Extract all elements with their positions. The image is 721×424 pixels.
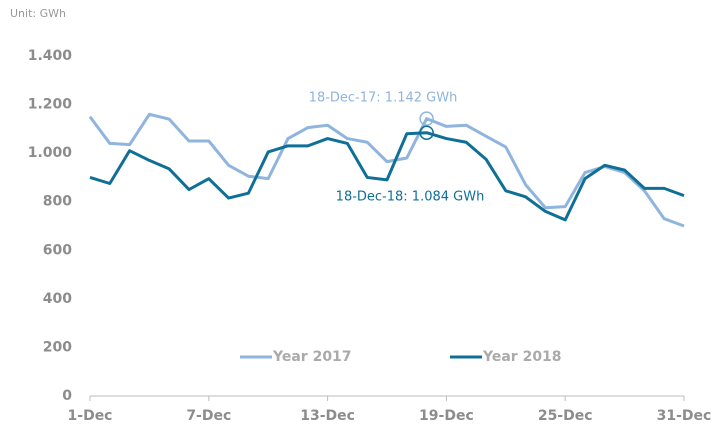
- x-tick-label: 7-Dec: [186, 408, 231, 424]
- highlight-marker: [419, 125, 434, 140]
- unit-label: Unit: GWh: [10, 7, 66, 20]
- y-tick-label: 800: [43, 194, 72, 210]
- y-tick-label: 0: [62, 388, 72, 404]
- y-tick-label: 1.000: [28, 145, 73, 161]
- y-tick-label: 400: [43, 291, 72, 307]
- annotation: 18-Dec-17: 1.142 GWh: [309, 91, 458, 106]
- x-tick-label: 1-Dec: [68, 408, 113, 424]
- y-tick-label: 1.200: [28, 97, 73, 113]
- series-line: [89, 131, 685, 222]
- x-tick-label: 19-Dec: [419, 408, 474, 424]
- series-line: [88, 112, 685, 228]
- legend-label: Year 2018: [482, 349, 562, 365]
- annotation: 18-Dec-18: 1.084 GWh: [336, 190, 485, 205]
- highlight-marker: [419, 111, 434, 126]
- y-tick-label: 600: [43, 242, 72, 258]
- legend-label: Year 2017: [272, 349, 352, 365]
- y-tick-label: 1.400: [28, 48, 73, 64]
- x-tick-label: 13-Dec: [300, 408, 355, 424]
- y-tick-label: 200: [43, 339, 72, 355]
- x-tick-label: 25-Dec: [538, 408, 593, 424]
- x-tick-label: 31-Dec: [657, 408, 712, 424]
